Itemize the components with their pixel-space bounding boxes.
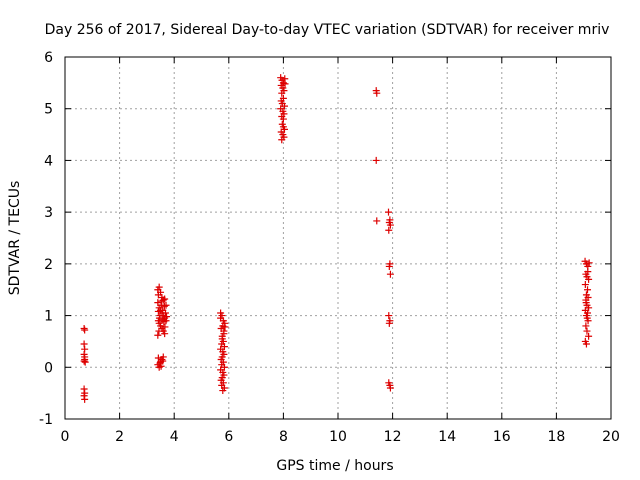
x-tick-label: 16 <box>493 429 511 445</box>
data-point <box>154 307 162 315</box>
x-tick-label: 12 <box>384 429 402 445</box>
x-tick-label: 10 <box>329 429 347 445</box>
x-tick-label: 6 <box>224 429 233 445</box>
data-point <box>220 363 228 371</box>
x-tick-labels: 0 2 4 6 8 10 12 14 16 18 20 <box>61 429 620 445</box>
data-point <box>386 221 394 229</box>
data-point <box>155 283 163 291</box>
data-point <box>154 331 162 339</box>
data-point <box>221 323 229 331</box>
chart-title: Day 256 of 2017, Sidereal Day-to-day VTE… <box>45 22 610 38</box>
data-point <box>385 312 393 320</box>
x-tick-label: 0 <box>61 429 70 445</box>
data-point <box>81 353 89 361</box>
data-point <box>581 281 589 289</box>
data-point <box>583 314 591 322</box>
data-point <box>161 330 169 338</box>
data-point <box>385 319 393 327</box>
data-point <box>81 326 89 334</box>
data-point <box>278 136 286 144</box>
data-point <box>219 387 227 395</box>
data-point <box>160 302 168 310</box>
data-point <box>281 80 289 88</box>
data-point <box>155 327 163 335</box>
x-axis-label: GPS time / hours <box>276 458 393 474</box>
y-axis-label: SDTVAR / TECUs <box>7 181 23 296</box>
data-point <box>81 395 89 403</box>
data-point <box>220 330 228 338</box>
data-point <box>584 286 592 294</box>
data-point <box>218 335 226 343</box>
data-point <box>583 327 591 335</box>
data-point <box>277 97 285 105</box>
y-tick-label: -1 <box>39 412 53 428</box>
y-tick-label: 0 <box>44 360 53 376</box>
data-point <box>582 322 590 330</box>
grid-lines <box>65 57 611 419</box>
y-tick-label: 3 <box>44 205 53 221</box>
data-point <box>159 357 167 365</box>
data-point <box>161 323 169 331</box>
data-point <box>278 89 286 97</box>
x-tick-label: 8 <box>279 429 288 445</box>
y-tick-label: 4 <box>44 153 53 169</box>
x-tick-label: 14 <box>438 429 456 445</box>
data-point <box>385 208 393 216</box>
y-tick-label: 1 <box>44 309 53 325</box>
data-point <box>279 123 287 131</box>
data-point <box>386 270 394 278</box>
data-point <box>373 89 381 97</box>
data-point <box>582 340 590 348</box>
data-point <box>155 314 163 322</box>
data-point <box>385 226 393 234</box>
data-point <box>279 115 287 123</box>
x-tick-label: 18 <box>547 429 565 445</box>
y-tick-label: 2 <box>44 257 53 273</box>
data-point <box>217 314 225 322</box>
data-point <box>584 268 592 276</box>
data-point <box>154 354 162 362</box>
data-point <box>280 102 288 110</box>
y-tick-labels: -1 0 1 2 3 4 5 6 <box>39 50 53 428</box>
x-tick-label: 4 <box>170 429 179 445</box>
data-point <box>158 297 166 305</box>
data-point <box>159 296 167 304</box>
data-point <box>157 362 165 370</box>
data-point <box>585 332 593 340</box>
x-tick-label: 2 <box>115 429 124 445</box>
y-tick-label: 5 <box>44 102 53 118</box>
data-point <box>220 343 228 351</box>
y-tick-label: 6 <box>44 50 53 66</box>
data-point <box>385 262 393 270</box>
data-point <box>585 275 593 283</box>
data-point <box>386 384 394 392</box>
data-point <box>373 217 381 225</box>
data-point <box>157 288 165 296</box>
data-points <box>80 74 593 403</box>
x-tick-label: 20 <box>602 429 620 445</box>
data-point <box>585 259 593 267</box>
data-point <box>372 156 380 164</box>
axis-ticks <box>64 56 612 420</box>
data-point <box>161 309 169 317</box>
data-point <box>163 313 171 321</box>
data-point <box>582 299 590 307</box>
